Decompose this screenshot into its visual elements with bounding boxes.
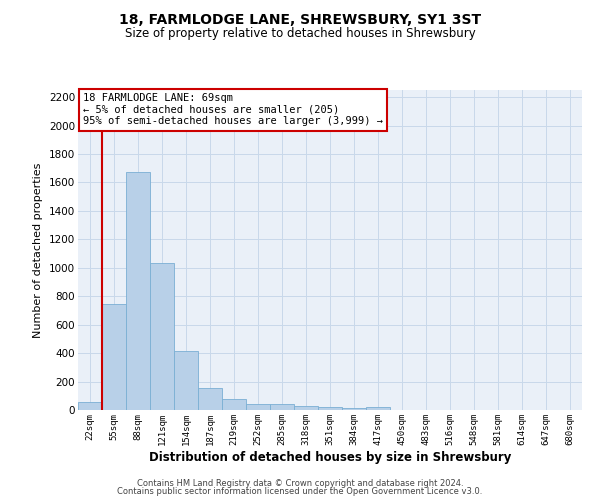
- Bar: [366, 407, 390, 410]
- Text: Size of property relative to detached houses in Shrewsbury: Size of property relative to detached ho…: [125, 28, 475, 40]
- Bar: [342, 408, 366, 410]
- Text: Contains HM Land Registry data © Crown copyright and database right 2024.: Contains HM Land Registry data © Crown c…: [137, 478, 463, 488]
- Bar: [78, 402, 102, 410]
- Bar: [126, 172, 150, 410]
- Bar: [270, 404, 294, 410]
- Bar: [246, 404, 270, 410]
- Bar: [102, 304, 126, 410]
- Text: 18 FARMLODGE LANE: 69sqm
← 5% of detached houses are smaller (205)
95% of semi-d: 18 FARMLODGE LANE: 69sqm ← 5% of detache…: [83, 93, 383, 126]
- Y-axis label: Number of detached properties: Number of detached properties: [34, 162, 43, 338]
- Bar: [150, 263, 174, 410]
- Text: Contains public sector information licensed under the Open Government Licence v3: Contains public sector information licen…: [118, 487, 482, 496]
- Text: Distribution of detached houses by size in Shrewsbury: Distribution of detached houses by size …: [149, 451, 511, 464]
- Bar: [198, 388, 222, 410]
- Bar: [318, 407, 342, 410]
- Bar: [222, 398, 246, 410]
- Bar: [294, 406, 318, 410]
- Bar: [174, 351, 198, 410]
- Text: 18, FARMLODGE LANE, SHREWSBURY, SY1 3ST: 18, FARMLODGE LANE, SHREWSBURY, SY1 3ST: [119, 12, 481, 26]
